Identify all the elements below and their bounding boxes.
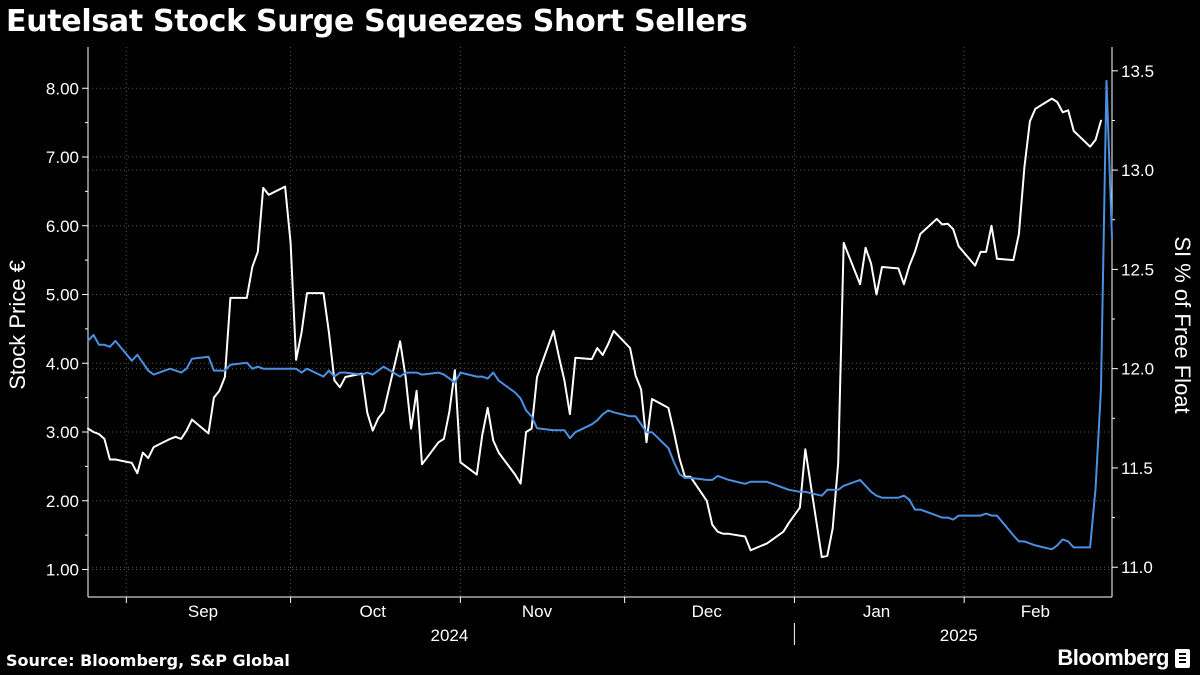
x-year-label: 2024 xyxy=(430,626,468,645)
chart-title: Eutelsat Stock Surge Squeezes Short Sell… xyxy=(6,4,748,39)
y-left-tick-label: 5.00 xyxy=(46,286,79,305)
stock-price-line xyxy=(87,97,1102,559)
y-right-tick-label: 13.0 xyxy=(1121,161,1154,180)
x-year-label: 2025 xyxy=(940,626,978,645)
y-right-tick-label: 11.5 xyxy=(1121,459,1153,478)
y-left-tick-label: 7.00 xyxy=(46,148,79,167)
x-month-label: Dec xyxy=(692,602,723,621)
y-left-axis-title: Stock Price € xyxy=(5,260,30,390)
y-right-tick-label: 12.0 xyxy=(1121,360,1154,379)
y-left-tick-label: 6.00 xyxy=(46,217,79,236)
axes: 1.00 2.00 3.00 4.00 5.00 6.00 7.00 8.00 11.0 11.5… xyxy=(46,47,1154,645)
x-month-label: Oct xyxy=(360,602,387,621)
x-month-label: Sep xyxy=(188,602,218,621)
bloomberg-logo: Bloomberg xyxy=(1057,645,1190,671)
source-note: Source: Bloomberg, S&P Global xyxy=(6,651,290,670)
y-right-axis-title: SI % of Free Float xyxy=(1170,236,1195,413)
x-month-label: Jan xyxy=(863,602,890,621)
short-interest-line xyxy=(87,79,1113,551)
y-left-tick-label: 8.00 xyxy=(46,79,79,98)
x-month-label: Nov xyxy=(522,602,553,621)
y-left-tick-label: 1.00 xyxy=(46,561,79,580)
bloomberg-terminal-icon xyxy=(1175,648,1190,668)
y-right-tick-label: 11.0 xyxy=(1121,558,1153,577)
y-right-tick-label: 12.5 xyxy=(1121,260,1154,279)
y-left-tick-label: 3.00 xyxy=(46,423,79,442)
x-month-label: Feb xyxy=(1021,602,1050,621)
series-lines xyxy=(87,79,1113,559)
y-right-tick-label: 13.5 xyxy=(1121,62,1154,81)
y-left-tick-label: 4.00 xyxy=(46,354,79,373)
gridlines xyxy=(88,47,1112,597)
bloomberg-wordmark: Bloomberg xyxy=(1057,645,1169,670)
y-left-tick-label: 2.00 xyxy=(46,492,79,511)
